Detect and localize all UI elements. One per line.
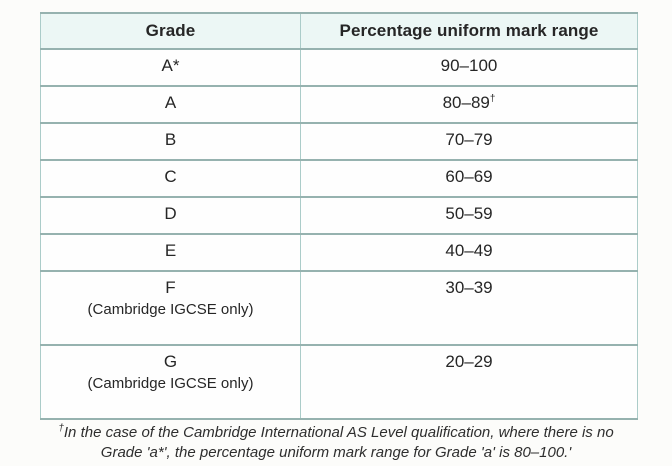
grade-cell-note: (Cambridge IGCSE only) [87,375,254,392]
grade-table-body: A* 90–100 A 80–89† B 70–79 [40,48,638,420]
table-row: B 70–79 [40,122,638,161]
grade-cell-label: E [164,241,177,260]
grade-cell-label: B [164,130,177,149]
grade-cell-label: A [164,93,177,112]
grade-cell-note: (Cambridge IGCSE only) [87,301,254,318]
grade-cell-label: D [164,204,177,223]
grade-cell: E [40,233,301,272]
table-row: A* 90–100 [40,48,638,87]
grade-cell: C [40,159,301,198]
column-header-range: Percentage uniform mark range [300,12,638,50]
table-row: C 60–69 [40,159,638,198]
table-row: F (Cambridge IGCSE only) 30–39 [40,270,638,346]
grade-cell-label: A* [161,56,180,75]
range-cell-value: 40–49 [445,241,493,260]
range-cell-value: 30–39 [445,278,493,297]
range-cell: 70–79 [300,122,638,161]
range-cell-dagger: † [489,93,496,105]
grade-cell-label: C [164,167,177,186]
footnote-text: In the case of the Cambridge Internation… [63,424,614,461]
grade-cell-label: G [163,352,178,371]
column-header-grade: Grade [40,12,301,50]
grade-table: Grade Percentage uniform mark range A* 9… [40,12,638,420]
range-cell-value: 90–100 [440,56,498,75]
range-cell: 60–69 [300,159,638,198]
grade-cell: B [40,122,301,161]
grade-cell: A* [40,48,301,87]
grade-cell: F (Cambridge IGCSE only) [40,270,301,346]
range-cell: 50–59 [300,196,638,235]
footnote: †In the case of the Cambridge Internatio… [36,423,636,463]
range-cell-value: 80–89 [442,93,490,112]
table-row: A 80–89† [40,85,638,124]
range-cell-value: 60–69 [445,167,493,186]
range-cell-value: 50–59 [445,204,493,223]
grade-table-header: Grade Percentage uniform mark range [40,12,638,50]
range-cell: 30–39 [300,270,638,346]
grade-cell: A [40,85,301,124]
grade-cell-label: F [165,278,176,297]
range-cell: 90–100 [300,48,638,87]
footnote-dagger-marker: † [58,423,64,434]
range-cell-value: 20–29 [445,352,493,371]
table-row: G (Cambridge IGCSE only) 20–29 [40,344,638,420]
range-cell: 40–49 [300,233,638,272]
header-row: Grade Percentage uniform mark range [40,12,638,50]
grade-cell: G (Cambridge IGCSE only) [40,344,301,420]
range-cell: 20–29 [300,344,638,420]
table-row: E 40–49 [40,233,638,272]
range-cell: 80–89† [300,85,638,124]
range-cell-value: 70–79 [445,130,493,149]
grade-cell: D [40,196,301,235]
table-row: D 50–59 [40,196,638,235]
